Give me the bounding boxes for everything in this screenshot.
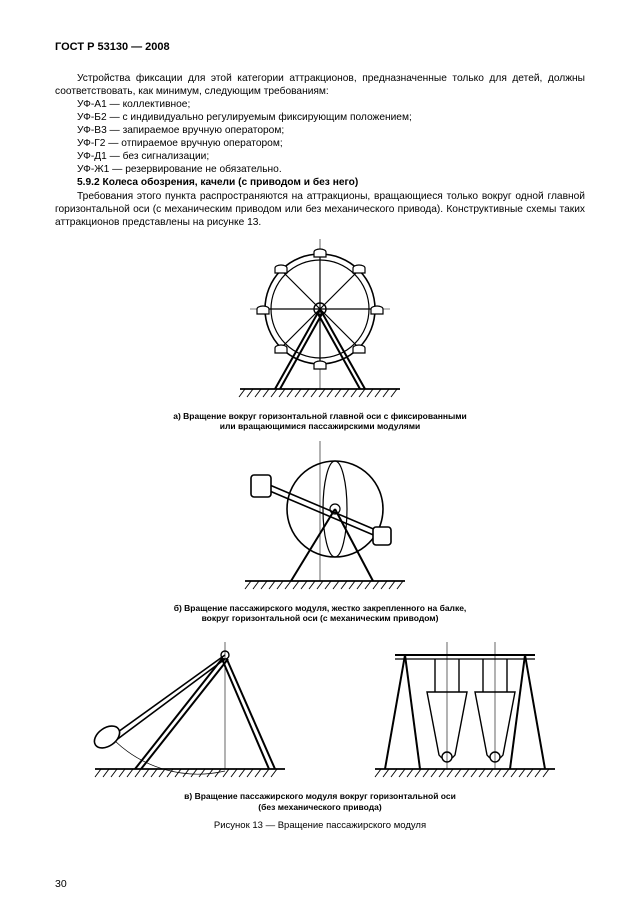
caption-a: а) Вращение вокруг горизонтальной главно… — [55, 411, 585, 431]
figure-a-diagram — [205, 239, 435, 409]
figure-c-right-diagram — [365, 637, 565, 787]
caption-c-line2: (без механического привода) — [258, 802, 381, 812]
section-number: 5.9.2 — [77, 177, 100, 188]
figure-a-block: а) Вращение вокруг горизонтальной главно… — [55, 239, 585, 431]
caption-a-line2: или вращающимися пассажирскими модулями — [220, 421, 421, 431]
req-5: УФ-Ж1 — резервирование не обязательно. — [55, 163, 585, 176]
figure-b-diagram — [205, 441, 435, 601]
figure-c-row — [55, 629, 585, 789]
caption-a-line1: а) Вращение вокруг горизонтальной главно… — [173, 411, 467, 421]
caption-b-line2: вокруг горизонтальной оси (с механически… — [202, 613, 439, 623]
req-4: УФ-Д1 — без сигнализации; — [55, 150, 585, 163]
doc-header: ГОСТ Р 53130 — 2008 — [55, 40, 585, 54]
section-heading: 5.9.2 Колеса обозрения, качели (с привод… — [55, 176, 585, 189]
req-3: УФ-Г2 — отпираемое вручную оператором; — [55, 137, 585, 150]
section-body: Требования этого пункта распространяются… — [55, 190, 585, 229]
caption-b: б) Вращение пассажирского модуля, жестко… — [55, 603, 585, 623]
figure-b-block: б) Вращение пассажирского модуля, жестко… — [55, 441, 585, 623]
page-number: 30 — [55, 878, 67, 891]
figure-title: Рисунок 13 — Вращение пассажирского моду… — [55, 820, 585, 832]
caption-c: в) Вращение пассажирского модуля вокруг … — [55, 791, 585, 811]
req-2: УФ-В3 — запираемое вручную оператором; — [55, 124, 585, 137]
section-title: Колеса обозрения, качели (с приводом и б… — [103, 177, 359, 188]
intro-paragraph: Устройства фиксации для этой категории а… — [55, 72, 585, 98]
page: ГОСТ Р 53130 — 2008 Устройства фиксации … — [0, 0, 630, 913]
req-1: УФ-Б2 — с индивидуально регулируемым фик… — [55, 111, 585, 124]
req-0: УФ-А1 — коллективное; — [55, 98, 585, 111]
caption-b-line1: б) Вращение пассажирского модуля, жестко… — [174, 603, 467, 613]
figure-c-left-diagram — [75, 637, 295, 787]
caption-c-line1: в) Вращение пассажирского модуля вокруг … — [184, 791, 456, 801]
